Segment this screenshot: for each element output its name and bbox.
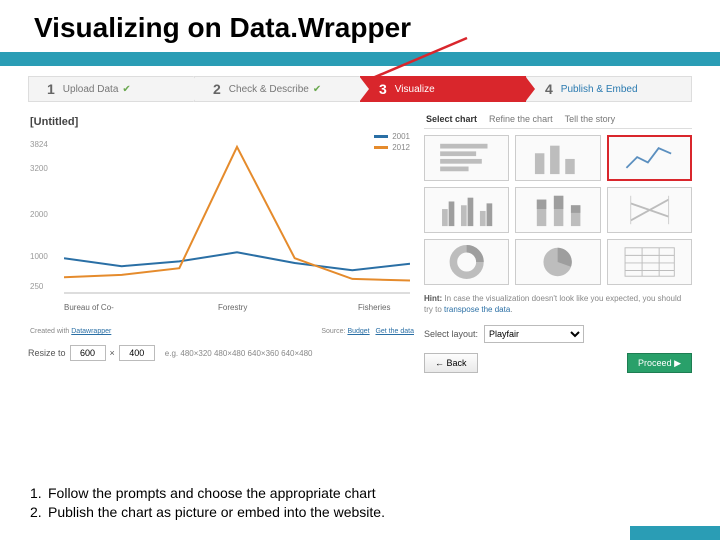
step-number: 1 [47,81,55,97]
x-tick: Forestry [218,303,247,312]
y-tick: 3824 [30,140,48,149]
proceed-button[interactable]: Proceed ▶ [627,353,692,373]
thumb-donut[interactable] [424,239,509,285]
check-icon: ✔ [122,84,130,95]
step-check-describe[interactable]: 2 Check & Describe ✔ [194,76,360,102]
side-tabs: Select chart Refine the chart Tell the s… [424,112,692,129]
resize-label: Resize to [28,348,66,358]
step-label: Check & Describe [229,84,309,95]
y-tick: 3200 [30,164,48,173]
thumb-grouped-column[interactable] [424,187,509,233]
hint-text: Hint: In case the visualization doesn't … [424,293,692,315]
resize-presets: e.g. 480×320 480×480 640×360 640×480 [165,349,313,358]
thumb-hbar-stacked[interactable] [424,135,509,181]
step-label: Publish & Embed [561,84,638,95]
step-visualize[interactable]: 3 Visualize [360,76,526,102]
x-tick: Bureau of Co- [64,303,114,312]
tab-tell-story[interactable]: Tell the story [565,114,616,124]
resize-controls: Resize to × e.g. 480×320 480×480 640×360… [28,345,416,361]
chart-preview: 2001 2012 3824 3200 2000 1000 250 Bureau… [28,132,416,322]
step-publish-embed[interactable]: 4 Publish & Embed [526,76,692,102]
y-tick: 1000 [30,252,48,261]
back-button[interactable]: ← Back [424,353,478,373]
step-number: 2 [213,81,221,97]
x-tick: Fisheries [358,303,390,312]
thumb-pie[interactable] [515,239,600,285]
thumb-slope[interactable] [607,187,692,233]
legend-label: 2001 [392,132,410,141]
step-number: 3 [379,81,387,97]
thumb-table[interactable] [607,239,692,285]
slide-title: Visualizing on Data.Wrapper [0,0,720,52]
resize-height-input[interactable] [119,345,155,361]
layout-label: Select layout: [424,329,478,339]
legend-swatch [374,135,388,138]
resize-width-input[interactable] [70,345,106,361]
footer-accent [630,526,720,540]
created-with-label: Created with [30,328,69,335]
y-tick: 2000 [30,210,48,219]
line-chart-svg [64,142,410,294]
chart-type-grid [424,135,692,285]
thumb-stacked-column[interactable] [515,187,600,233]
get-data-link[interactable]: Get the data [375,328,414,335]
chart-panel: [Untitled] 2001 2012 3824 3200 2000 1000… [28,112,416,373]
layout-selector: Select layout: Playfair [424,325,692,343]
times-icon: × [110,348,115,358]
step-number: 4 [545,81,553,97]
transpose-link[interactable]: transpose the data [444,305,510,314]
check-icon: ✔ [313,84,321,95]
slide-instructions: 1.Follow the prompts and choose the appr… [30,484,385,522]
chart-footer: Created with Datawrapper Source: Budget … [30,328,414,335]
accent-bar [0,52,720,66]
step-label: Upload Data [63,84,119,95]
layout-select[interactable]: Playfair [484,325,584,343]
datawrapper-link[interactable]: Datawrapper [71,328,111,335]
side-panel: Select chart Refine the chart Tell the s… [424,112,692,373]
source-label: Source: [321,328,345,335]
thumb-line[interactable] [607,135,692,181]
thumb-column[interactable] [515,135,600,181]
source-link[interactable]: Budget [347,328,369,335]
y-tick: 250 [30,282,43,291]
wizard-steps: 1 Upload Data ✔ 2 Check & Describe ✔ 3 V… [28,76,692,102]
tab-refine-chart[interactable]: Refine the chart [489,114,553,124]
chart-title: [Untitled] [30,116,416,128]
tab-select-chart[interactable]: Select chart [426,114,477,124]
step-upload-data[interactable]: 1 Upload Data ✔ [28,76,194,102]
step-label: Visualize [395,84,435,95]
